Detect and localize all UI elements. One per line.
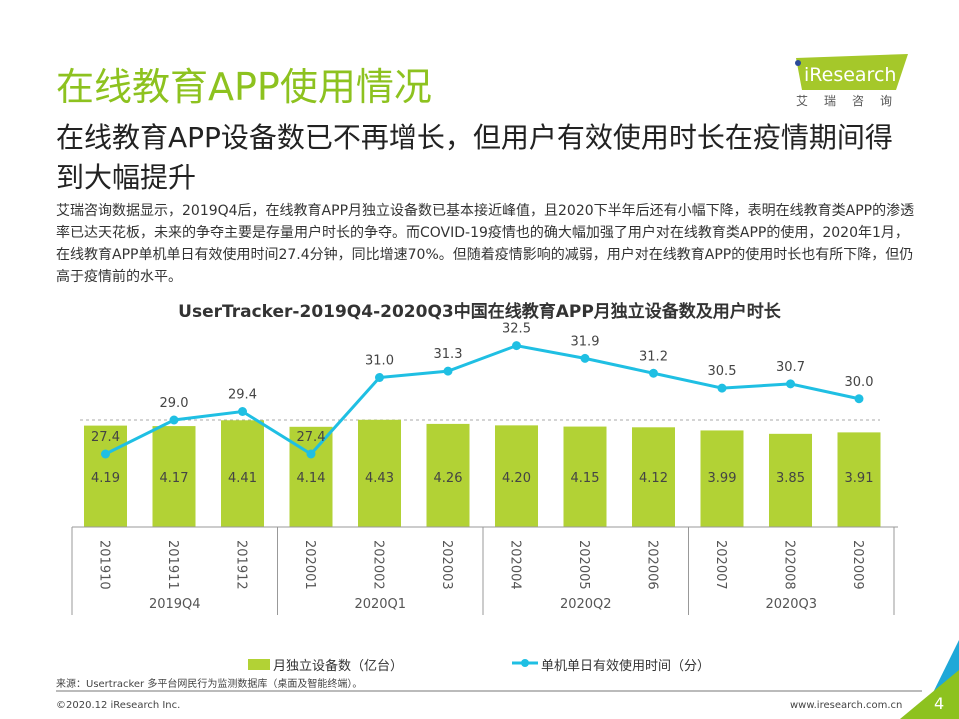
bar-value-label: 3.99 xyxy=(708,471,737,486)
line-point xyxy=(169,415,179,425)
x-tick-label: 202002 xyxy=(371,540,386,590)
copyright: ©2020.12 iResearch Inc. xyxy=(56,700,181,711)
bar xyxy=(700,430,744,527)
bar xyxy=(495,425,538,527)
page-subtitle: 在线教育APP设备数已不再增长，但用户有效使用时长在疫情期间得到大幅提升 xyxy=(56,121,893,194)
line-value-label: 32.5 xyxy=(502,322,531,337)
x-tick-label: 201910 xyxy=(97,540,112,590)
line-value-label: 27.4 xyxy=(297,430,326,445)
bar-value-label: 4.17 xyxy=(160,471,189,486)
line-value-label: 31.9 xyxy=(571,334,600,349)
line-point xyxy=(375,373,384,382)
line-point xyxy=(717,383,727,393)
line-value-label: 31.2 xyxy=(639,349,668,364)
x-tick-label: 201911 xyxy=(165,540,180,590)
bar xyxy=(152,426,196,527)
line-value-label: 30.7 xyxy=(776,360,805,375)
bar xyxy=(84,425,127,527)
group-label: 2020Q2 xyxy=(560,597,612,612)
bar xyxy=(358,419,401,527)
page-number: 4 xyxy=(934,694,945,713)
iresearch-logo: iResearch xyxy=(790,50,910,102)
x-tick-label: 202004 xyxy=(508,540,523,590)
line-point xyxy=(786,379,795,389)
bar-swatch-icon xyxy=(248,659,270,670)
line-value-label: 30.5 xyxy=(708,364,737,379)
bar-value-label: 4.12 xyxy=(639,471,668,486)
bar-value-label: 4.15 xyxy=(571,471,600,486)
line-value-label: 27.4 xyxy=(91,430,120,445)
bar-value-label: 4.20 xyxy=(502,471,531,486)
line-value-label: 30.0 xyxy=(845,375,874,390)
description: 艾瑞咨询数据显示，2019Q4后，在线教育APP月独立设备数已基本接近峰值，且2… xyxy=(56,203,915,285)
page-title: 在线教育APP使用情况 xyxy=(56,65,432,109)
line-point xyxy=(443,366,453,376)
website-link[interactable]: www.iresearch.com.cn xyxy=(790,700,903,711)
group-label: 2019Q4 xyxy=(149,597,201,612)
bar-value-label: 4.41 xyxy=(228,471,257,486)
x-tick-label: 202009 xyxy=(850,540,865,590)
legend-line-label: 单机单日有效使用时间（分） xyxy=(541,659,711,674)
x-tick-label: 202001 xyxy=(302,540,317,590)
x-tick-label: 202005 xyxy=(576,540,591,590)
line-point xyxy=(101,449,110,459)
bar-value-label: 3.91 xyxy=(845,471,874,486)
bar xyxy=(632,427,675,527)
x-tick-label: 202007 xyxy=(713,540,728,590)
line-value-label: 31.0 xyxy=(365,354,394,369)
group-label: 2020Q1 xyxy=(354,597,406,612)
line-point xyxy=(512,341,521,351)
chart-title: UserTracker-2019Q4-2020Q3中国在线教育APP月独立设备数… xyxy=(178,302,781,322)
svg-text:iResearch: iResearch xyxy=(804,64,896,86)
line-value-label: 31.3 xyxy=(434,347,463,362)
line-point xyxy=(306,449,316,459)
corner-decoration xyxy=(900,640,959,719)
bar xyxy=(769,433,812,527)
bar-value-label: 4.19 xyxy=(91,471,120,486)
bar xyxy=(426,423,470,527)
group-label: 2020Q3 xyxy=(765,597,817,612)
legend-line: 单机单日有效使用时间（分） xyxy=(512,655,710,674)
chart: 4.19 201910 4.17 201911 4.41 201912 4.14 202001… xyxy=(71,322,898,615)
line-series xyxy=(104,344,860,456)
bar-value-label: 4.26 xyxy=(434,471,463,486)
legend-bar-label: 月独立设备数（亿台） xyxy=(273,659,404,674)
legend-bar: 月独立设备数（亿台） xyxy=(248,655,403,674)
bar-value-label: 4.43 xyxy=(365,471,394,486)
divider xyxy=(56,690,922,692)
bar-value-label: 4.14 xyxy=(297,471,326,486)
x-tick-label: 202003 xyxy=(439,540,454,590)
line-point xyxy=(580,353,590,363)
x-tick-label: 201912 xyxy=(234,540,249,590)
line-swatch-icon xyxy=(512,657,538,672)
line-point xyxy=(649,368,658,378)
line-point xyxy=(238,407,247,416)
bar-value-label: 3.85 xyxy=(776,471,805,486)
bar xyxy=(563,426,607,527)
line-value-label: 29.4 xyxy=(228,388,257,403)
logo-chinese: 艾瑞咨询 xyxy=(796,94,909,108)
line-value-label: 29.0 xyxy=(160,396,189,411)
source-note: 来源：Usertracker 多平台网民行为监测数据库（桌面及智能终端）。 xyxy=(56,679,363,690)
bar xyxy=(837,432,881,527)
x-tick-label: 202008 xyxy=(782,540,797,590)
line-point xyxy=(854,394,864,404)
x-tick-label: 202006 xyxy=(645,540,660,590)
bar xyxy=(221,420,264,527)
